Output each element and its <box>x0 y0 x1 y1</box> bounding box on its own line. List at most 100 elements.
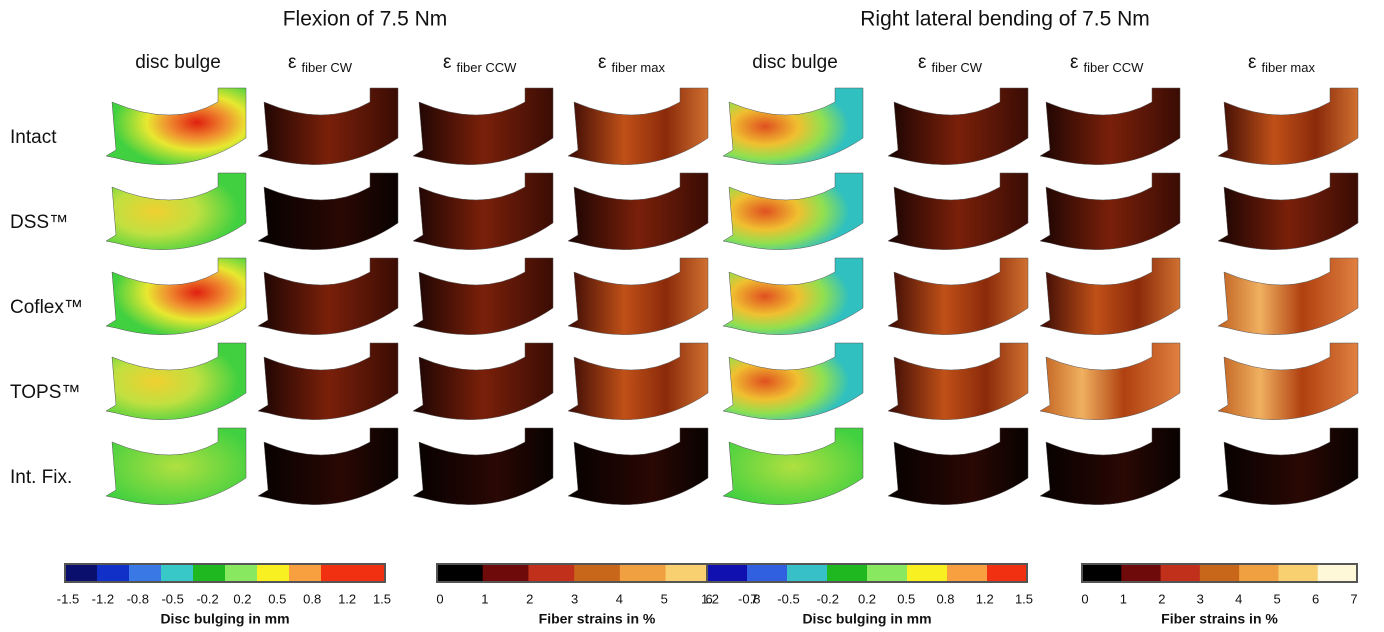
disc-map <box>413 173 553 250</box>
disc-map <box>106 428 246 505</box>
disc-map <box>106 88 246 165</box>
colorbar-segment <box>827 564 868 582</box>
column-header: ε fiber CW <box>288 52 353 75</box>
disc-map <box>413 343 553 420</box>
disc-map <box>1218 343 1358 420</box>
header-symbol: ε <box>288 52 297 73</box>
colorbar-tick-label: 0 <box>1081 591 1088 606</box>
disc-map <box>1218 258 1358 335</box>
colorbar-tick-label: 0.8 <box>936 591 954 606</box>
header-symbol: ε <box>598 52 607 73</box>
colorbar-title: Disc bulging in mm <box>160 611 289 627</box>
colorbar-tick-label: -0.8 <box>738 591 760 606</box>
disc-map <box>258 343 398 420</box>
figure: Flexion of 7.5 Nmdisc bulgeεfiber CWεfib… <box>0 0 1384 632</box>
colorbar-title: Disc bulging in mm <box>802 611 931 627</box>
colorbar-segment <box>947 564 988 582</box>
disc-map <box>1040 88 1180 165</box>
colorbar-tick-label: 4 <box>616 591 623 606</box>
colorbar-segment <box>437 564 483 582</box>
colorbar-tick-label: 1 <box>481 591 488 606</box>
colorbar-tick-label: -0.5 <box>777 591 799 606</box>
disc-map <box>1040 173 1180 250</box>
colorbar-tick-label: 0.5 <box>897 591 915 606</box>
disc-map <box>1040 428 1180 505</box>
row-label: Int. Fix. <box>10 467 72 488</box>
colorbar-segment <box>257 564 290 582</box>
colorbar-segment <box>528 564 574 582</box>
disc-map <box>413 258 553 335</box>
row-label: DSS™ <box>10 212 68 233</box>
colorbar-segment <box>574 564 620 582</box>
disc-map <box>1040 343 1180 420</box>
disc-map <box>888 258 1028 335</box>
disc-map <box>723 343 863 420</box>
disc-map <box>888 173 1028 250</box>
panel-title: Right lateral bending of 7.5 Nm <box>860 8 1150 31</box>
colorbar-tick-label: 1.2 <box>976 591 994 606</box>
colorbar-tick-label: 7 <box>1350 591 1357 606</box>
disc-map <box>106 343 246 420</box>
header-subscript: fiber CCW <box>1083 60 1144 75</box>
header-subscript: fiber CW <box>301 60 352 75</box>
disc-map <box>888 343 1028 420</box>
colorbar-segment <box>225 564 258 582</box>
colorbar-tick-label: 1.2 <box>701 591 719 606</box>
colorbar-segment <box>483 564 529 582</box>
colorbar-segment <box>1278 564 1318 582</box>
disc-map <box>568 88 708 165</box>
colorbar-segment <box>97 564 130 582</box>
colorbar-tick-label: -1.2 <box>92 591 114 606</box>
colorbar-tick-label: 0 <box>436 591 443 606</box>
header-subscript: fiber CCW <box>456 60 517 75</box>
disc-map <box>568 428 708 505</box>
colorbar-segment <box>620 564 666 582</box>
colorbar-segment <box>353 564 386 582</box>
colorbar-tick-label: 3 <box>571 591 578 606</box>
disc-map <box>106 258 246 335</box>
disc-map <box>568 258 708 335</box>
colorbar-title: Fiber strains in % <box>1161 611 1278 627</box>
disc-map <box>106 173 246 250</box>
disc-map <box>723 173 863 250</box>
header-subscript: fiber CW <box>931 60 982 75</box>
colorbar-tick-label: -0.2 <box>817 591 839 606</box>
colorbar-title: Fiber strains in % <box>539 611 656 627</box>
colorbar-segment <box>1239 564 1279 582</box>
colorbar-tick-label: 2 <box>1158 591 1165 606</box>
colorbar-tick-label: 3 <box>1197 591 1204 606</box>
row-label: TOPS™ <box>10 382 80 403</box>
disc-map <box>413 428 553 505</box>
colorbar-segment <box>987 564 1028 582</box>
disc-map <box>568 343 708 420</box>
colorbar-tick-label: 1.2 <box>338 591 356 606</box>
colorbar-segment <box>666 564 712 582</box>
header-symbol: ε <box>1248 52 1257 73</box>
disc-map <box>1218 173 1358 250</box>
colorbar-tick-label: 1.5 <box>373 591 391 606</box>
colorbar-segment <box>321 564 354 582</box>
colorbar-segment <box>193 564 226 582</box>
disc-map <box>258 428 398 505</box>
colorbar-tick-label: 0.5 <box>268 591 286 606</box>
disc-map <box>1218 428 1358 505</box>
header-subscript: fiber max <box>611 60 665 75</box>
colorbar-segment <box>1200 564 1240 582</box>
colorbar-tick-label: 0.2 <box>233 591 251 606</box>
colorbar-tick-label: -0.2 <box>196 591 218 606</box>
disc-map <box>258 258 398 335</box>
colorbar-segment <box>1082 564 1122 582</box>
colorbar-tick-label: 5 <box>661 591 668 606</box>
disc-map <box>723 88 863 165</box>
colorbar-tick-label: 5 <box>1274 591 1281 606</box>
colorbar-tick-label: 4 <box>1235 591 1242 606</box>
colorbar-tick-label: -1.5 <box>57 591 79 606</box>
colorbar-tick-label: 1.5 <box>1015 591 1033 606</box>
colorbar-tick-label: 6 <box>1312 591 1319 606</box>
colorbar-tick-label: -0.5 <box>161 591 183 606</box>
disc-map <box>258 173 398 250</box>
